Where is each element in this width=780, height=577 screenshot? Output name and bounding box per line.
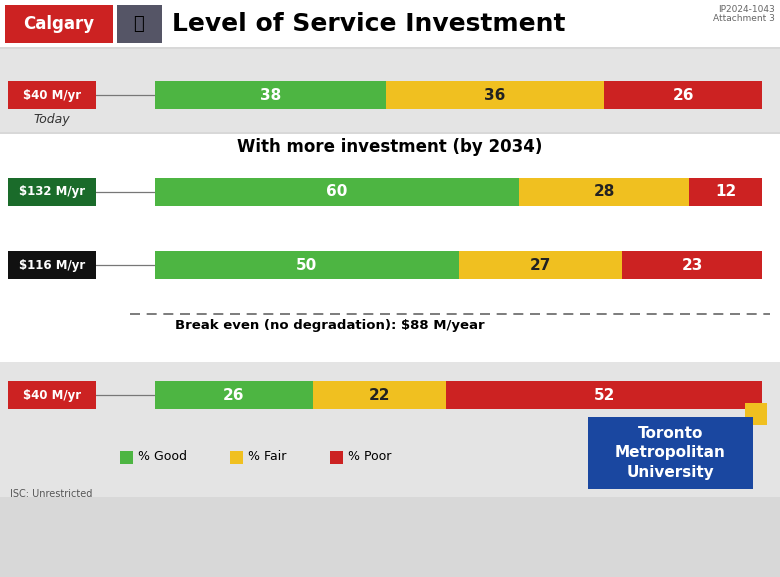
Bar — [690, 178, 762, 206]
Text: Level of Service Investment: Level of Service Investment — [172, 12, 566, 36]
Bar — [330, 451, 343, 463]
Bar — [459, 251, 622, 279]
Bar — [604, 81, 762, 109]
Text: 52: 52 — [594, 388, 615, 403]
Bar — [120, 451, 133, 463]
Bar — [8, 81, 96, 109]
Text: % Fair: % Fair — [248, 451, 286, 463]
Text: Calgary: Calgary — [23, 15, 94, 33]
Bar — [8, 178, 96, 206]
Bar — [313, 381, 446, 409]
Bar — [8, 381, 96, 409]
Bar — [519, 178, 690, 206]
Text: 23: 23 — [682, 257, 703, 272]
Bar — [446, 381, 762, 409]
Bar — [0, 0, 780, 47]
Text: Metropolitan: Metropolitan — [615, 445, 726, 460]
Text: 26: 26 — [672, 88, 694, 103]
Text: 60: 60 — [326, 185, 348, 200]
Text: 27: 27 — [530, 257, 551, 272]
Text: 26: 26 — [223, 388, 245, 403]
Text: IP2024-1043: IP2024-1043 — [718, 5, 775, 14]
Text: 36: 36 — [484, 88, 505, 103]
Text: 12: 12 — [715, 185, 736, 200]
Bar — [155, 81, 385, 109]
Text: With more investment (by 2034): With more investment (by 2034) — [237, 138, 543, 156]
Text: $116 M/yr: $116 M/yr — [19, 258, 85, 272]
Text: 22: 22 — [369, 388, 390, 403]
Text: $40 M/yr: $40 M/yr — [23, 88, 81, 102]
Text: 38: 38 — [260, 88, 281, 103]
Bar — [0, 362, 780, 497]
Bar — [385, 81, 604, 109]
Text: Toronto: Toronto — [638, 425, 704, 440]
Bar — [155, 381, 313, 409]
Text: University: University — [626, 466, 714, 481]
Text: 🏛: 🏛 — [133, 15, 144, 33]
Bar — [0, 49, 780, 132]
Text: Break even (no degradation): $88 M/year: Break even (no degradation): $88 M/year — [175, 319, 484, 332]
Bar — [622, 251, 762, 279]
Bar — [588, 417, 753, 489]
Text: ISC: Unrestricted: ISC: Unrestricted — [10, 489, 92, 499]
Bar — [5, 5, 113, 43]
Text: $132 M/yr: $132 M/yr — [19, 185, 85, 198]
Bar — [155, 251, 459, 279]
Text: 50: 50 — [296, 257, 317, 272]
Bar — [230, 451, 243, 463]
Text: % Poor: % Poor — [348, 451, 392, 463]
Bar — [8, 251, 96, 279]
Text: Today: Today — [34, 113, 70, 126]
Bar — [117, 5, 162, 43]
Text: % Good: % Good — [138, 451, 187, 463]
Text: $40 M/yr: $40 M/yr — [23, 388, 81, 402]
Bar — [0, 134, 780, 362]
Text: 28: 28 — [594, 185, 615, 200]
Bar — [155, 178, 519, 206]
Text: Attachment 3: Attachment 3 — [713, 14, 775, 23]
Bar — [745, 403, 767, 425]
